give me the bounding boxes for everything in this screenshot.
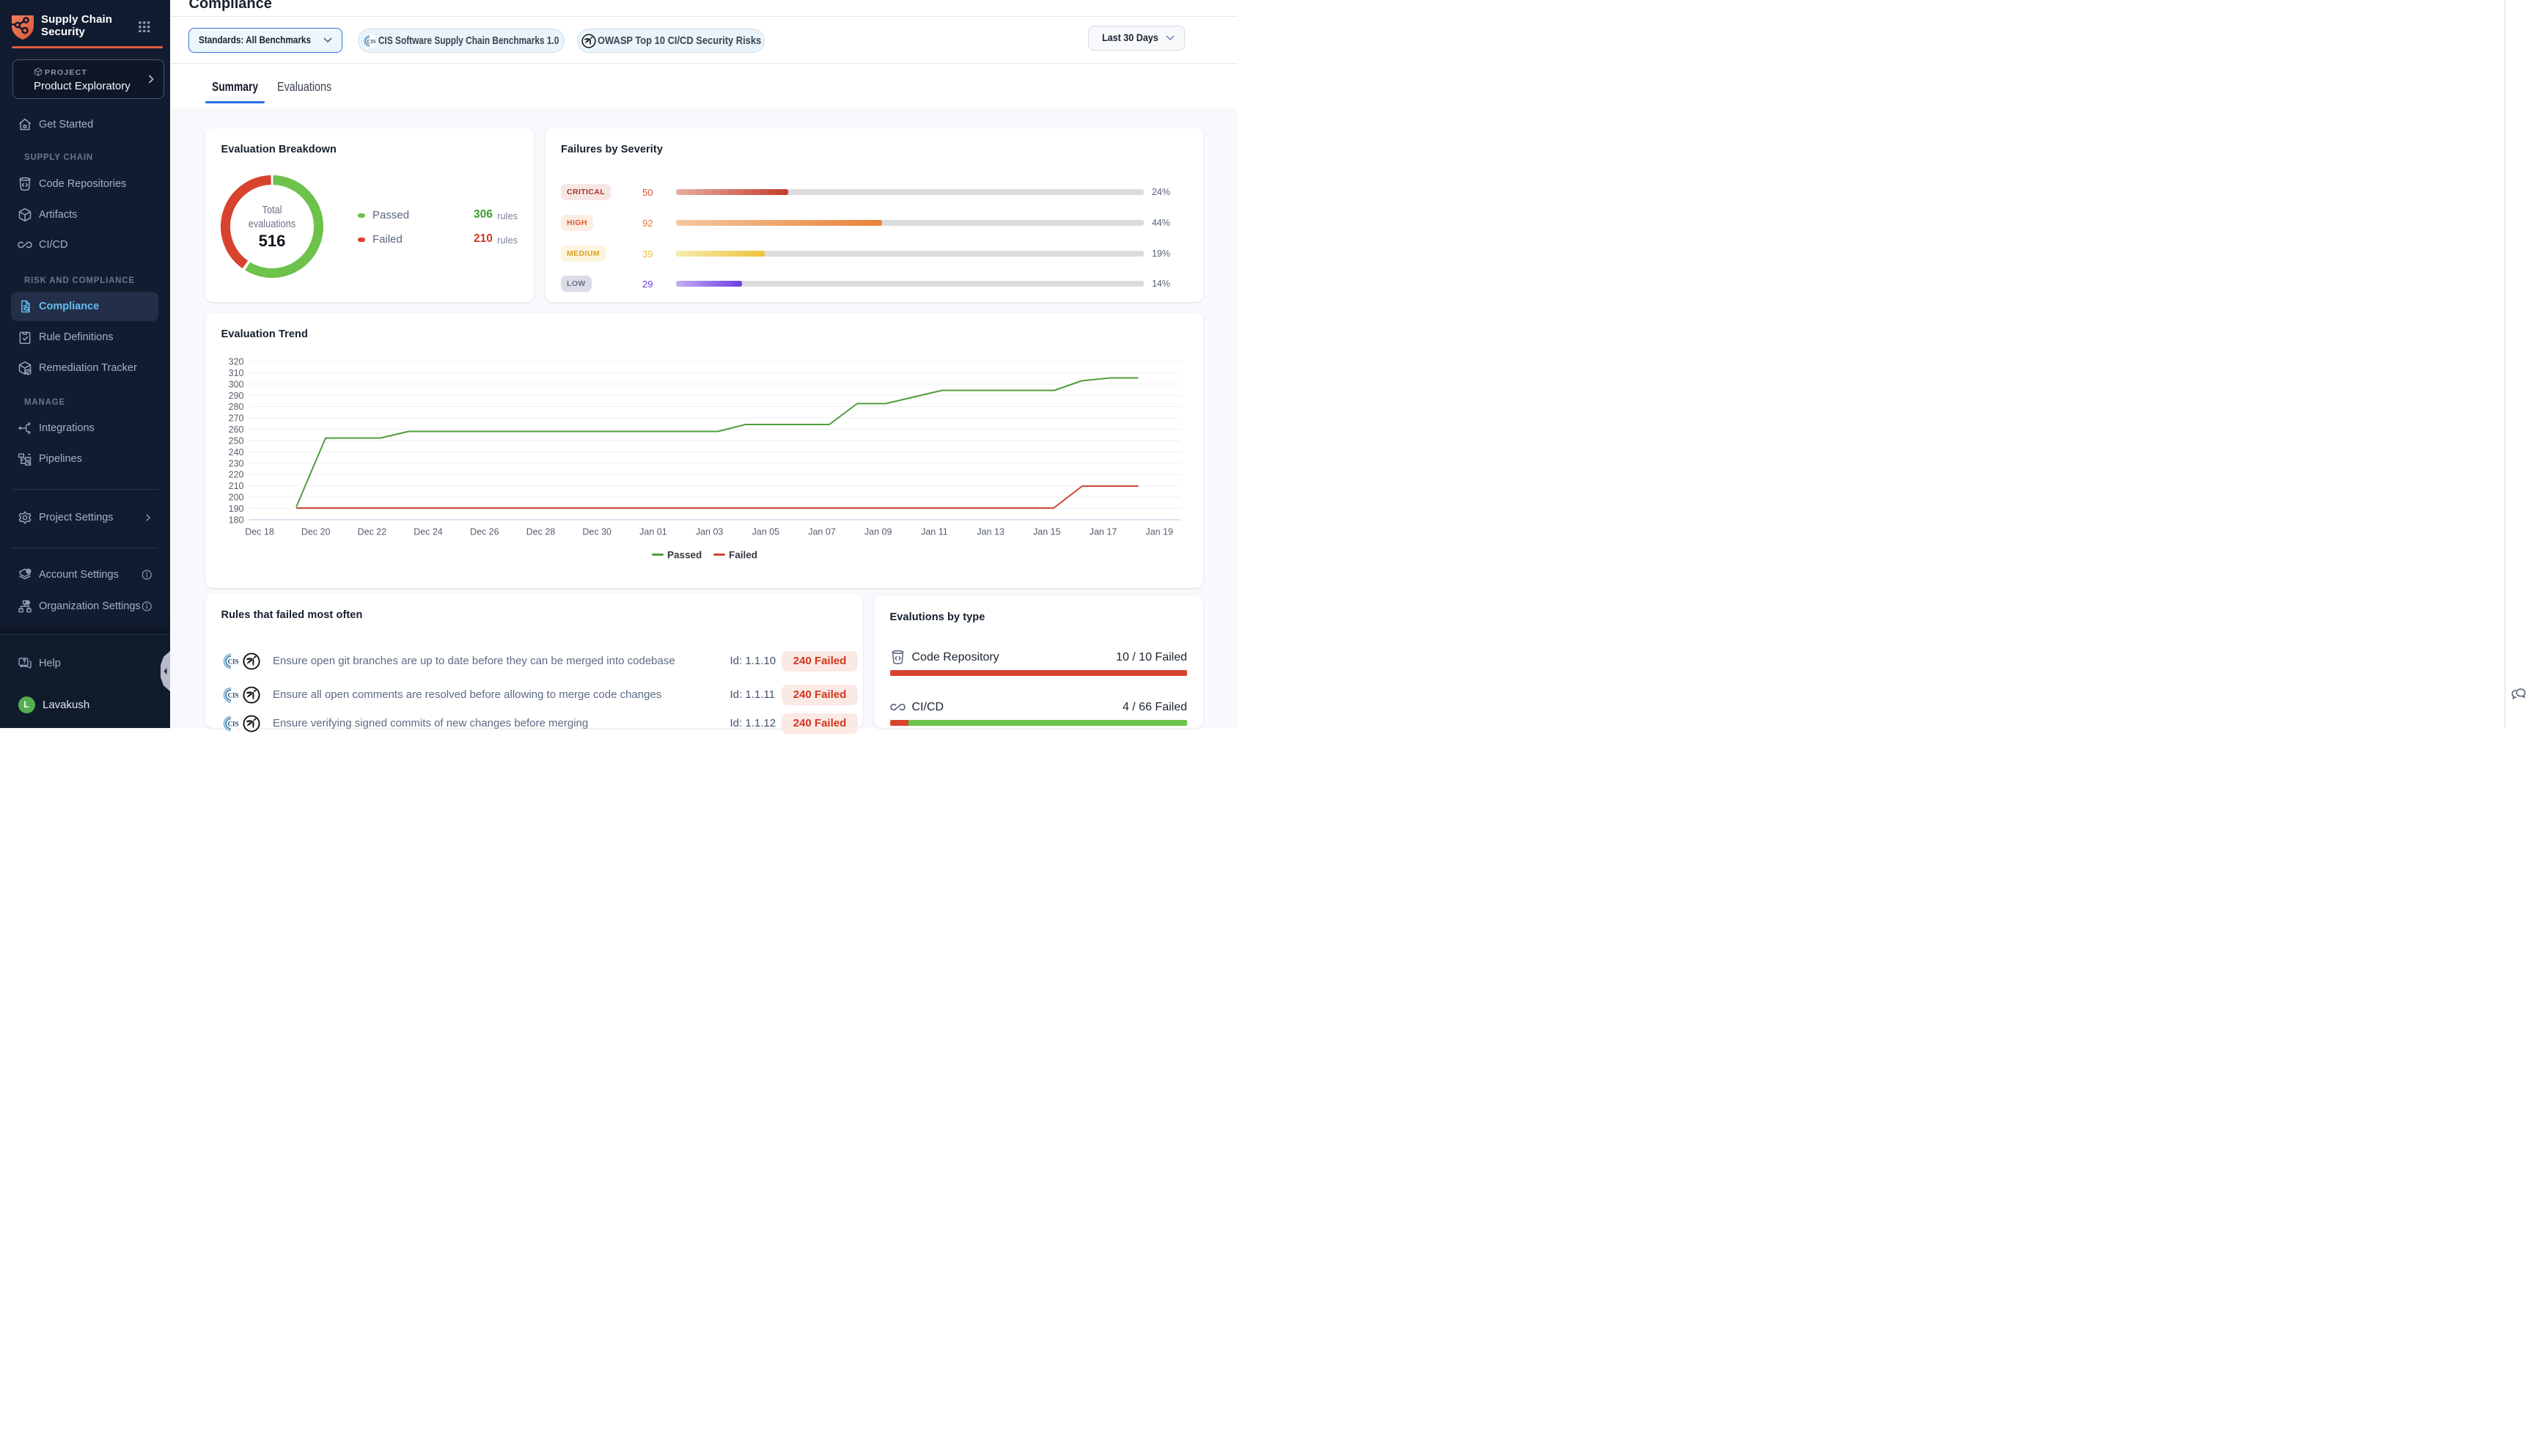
svg-text:240: 240: [229, 446, 244, 457]
svg-text:230: 230: [229, 458, 244, 468]
svg-text:Jan 19: Jan 19: [1145, 526, 1173, 537]
svg-text:Jan 09: Jan 09: [864, 526, 892, 537]
svg-text:Jan 07: Jan 07: [808, 526, 836, 537]
svg-text:300: 300: [229, 379, 244, 389]
svg-text:190: 190: [229, 503, 244, 513]
svg-text:Jan 03: Jan 03: [696, 526, 724, 537]
svg-text:Jan 13: Jan 13: [977, 526, 1005, 537]
svg-text:200: 200: [229, 492, 244, 502]
svg-text:Jan 17: Jan 17: [1090, 526, 1117, 537]
svg-text:Failed: Failed: [729, 549, 757, 560]
svg-text:Dec 28: Dec 28: [526, 526, 556, 537]
svg-text:Jan 01: Jan 01: [639, 526, 667, 537]
svg-text:Jan 11: Jan 11: [921, 526, 948, 537]
svg-text:Jan 05: Jan 05: [752, 526, 780, 537]
svg-text:CIS: CIS: [227, 658, 238, 666]
svg-text:Jan 15: Jan 15: [1033, 526, 1061, 537]
svg-text:CIS: CIS: [227, 691, 238, 699]
svg-text:Dec 26: Dec 26: [470, 526, 499, 537]
svg-text:290: 290: [229, 390, 244, 400]
svg-text:Passed: Passed: [667, 549, 702, 560]
svg-text:Dec 24: Dec 24: [414, 526, 443, 537]
svg-text:260: 260: [229, 424, 244, 435]
svg-text:Dec 30: Dec 30: [582, 526, 612, 537]
svg-text:270: 270: [229, 413, 244, 423]
svg-text:Dec 18: Dec 18: [245, 526, 274, 537]
svg-text:280: 280: [229, 402, 244, 412]
svg-text:Dec 22: Dec 22: [358, 526, 387, 537]
svg-text:320: 320: [229, 356, 244, 367]
svg-text:210: 210: [229, 481, 244, 491]
svg-text:220: 220: [229, 469, 244, 479]
svg-text:CIS: CIS: [367, 39, 375, 45]
svg-text:310: 310: [229, 367, 244, 378]
svg-text:250: 250: [229, 435, 244, 446]
svg-text:CIS: CIS: [227, 721, 238, 728]
svg-text:Dec 20: Dec 20: [301, 526, 331, 537]
svg-text:180: 180: [229, 515, 244, 525]
